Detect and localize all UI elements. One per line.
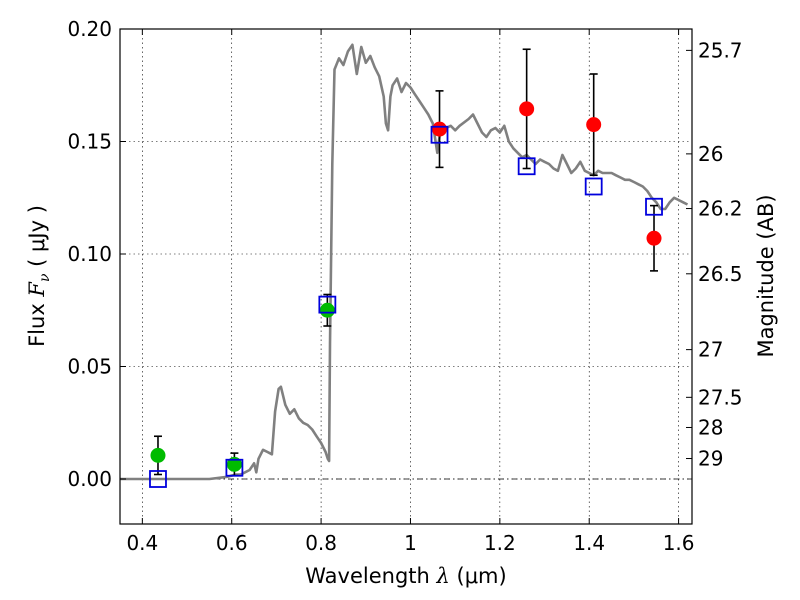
x-tick-label: 1.4 xyxy=(573,531,605,555)
y2-tick-label: 26 xyxy=(698,142,723,166)
x-axis-title: Wavelength λ (μm) xyxy=(305,564,506,588)
model-square-marker xyxy=(149,470,167,488)
model-square-marker xyxy=(318,295,337,314)
markers-layer xyxy=(149,101,663,488)
x-tick-label: 0.4 xyxy=(126,531,158,555)
y-tick-label: 0.05 xyxy=(67,355,112,379)
green-data-point xyxy=(150,447,166,463)
x-tick-label: 1.6 xyxy=(663,531,695,555)
y2-tick-label: 29 xyxy=(698,447,723,471)
y-tick-label: 0.10 xyxy=(67,242,112,266)
tick-labels-layer: 0.4 0.6 0.8 1 1.2 1.4 1.6 0.00 0.05 0.10 0.15 0.20 2… xyxy=(67,17,742,555)
y2-tick-label: 25.7 xyxy=(698,38,743,62)
model-square-marker xyxy=(517,157,536,176)
y2-tick-label: 27 xyxy=(698,338,723,362)
x-tick-label: 1 xyxy=(404,531,417,555)
ticks-layer xyxy=(120,28,692,524)
x-tick-label: 1.2 xyxy=(484,531,516,555)
y-tick-label: 0.20 xyxy=(67,17,112,41)
red-data-point xyxy=(432,121,448,137)
y2-tick-label: 27.5 xyxy=(698,385,743,409)
model-square-marker xyxy=(584,177,603,196)
x-tick-label: 0.6 xyxy=(216,531,248,555)
model-square-marker xyxy=(225,458,244,477)
model-square-marker xyxy=(430,125,449,144)
x-tick-label: 0.8 xyxy=(305,531,337,555)
model-spectrum-line xyxy=(120,43,689,481)
red-data-point xyxy=(586,117,602,133)
red-data-point xyxy=(646,230,662,246)
y-tick-label: 0.15 xyxy=(67,130,112,154)
plot-frame xyxy=(119,28,693,525)
y2-tick-label: 26.5 xyxy=(698,262,743,286)
red-data-point xyxy=(519,101,535,117)
y2-tick-label: 26.2 xyxy=(698,197,743,221)
y-tick-label: 0.00 xyxy=(67,467,112,491)
model-spectrum-layer xyxy=(120,43,689,481)
y2-axis-title-group: Magnitude (AB) xyxy=(754,194,778,357)
y-axis-title-group: Flux Fν ( μJy ) xyxy=(25,205,53,347)
y-axis-title: Flux Fν ( μJy ) xyxy=(25,205,53,347)
error-bars-layer xyxy=(153,48,659,477)
model-square-marker xyxy=(645,197,663,216)
y2-tick-label: 28 xyxy=(698,415,723,439)
green-data-point xyxy=(319,302,335,318)
y2-axis-title: Magnitude (AB) xyxy=(754,194,778,357)
